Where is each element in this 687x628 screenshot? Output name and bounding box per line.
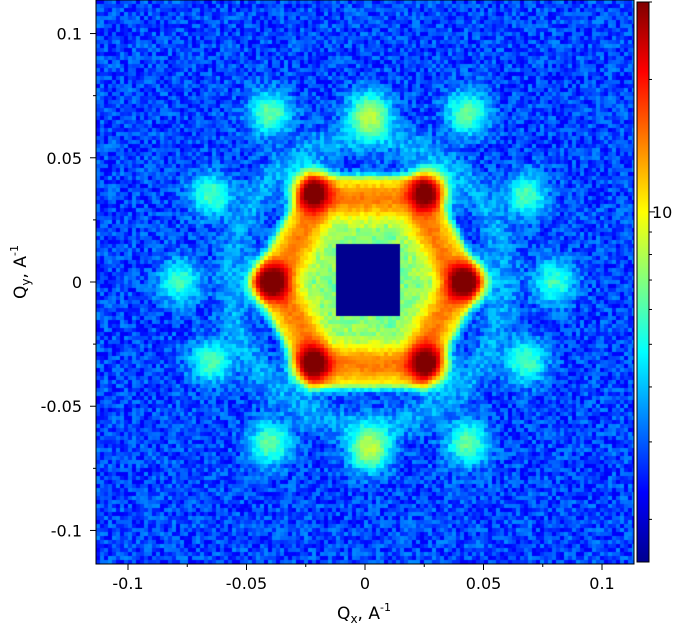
y-tick-label: 0.05 [46,149,82,168]
x-axis-label: Qx, A-1 [337,601,391,626]
colorbar-gradient [637,2,649,562]
x-tick-label: -0.05 [226,574,267,593]
y-tick-label: 0.1 [57,25,82,44]
colorbar-tick-label: 10 [652,203,672,222]
x-tick-label: 0.05 [466,574,502,593]
x-tick-label: 0 [360,574,370,593]
colorbar-frame [636,1,650,563]
heatmap-plot [95,0,635,565]
heatmap-image [96,0,634,564]
y-tick-label: -0.05 [41,397,82,416]
x-tick-label: -0.1 [112,574,143,593]
y-tick-label: -0.1 [51,521,82,540]
heatmap-image-holder [96,0,634,564]
y-axis: 0.1 0.05 0 -0.05 -0.1 [41,25,96,540]
y-axis-label: Qy, A-1 [8,245,33,299]
x-axis: -0.1 -0.05 0 0.05 0.1 [112,564,615,593]
y-tick-label: 0 [72,273,82,292]
colorbar-ticks [649,1,655,520]
x-tick-label: 0.1 [589,574,614,593]
colorbar: 10 [636,1,672,563]
